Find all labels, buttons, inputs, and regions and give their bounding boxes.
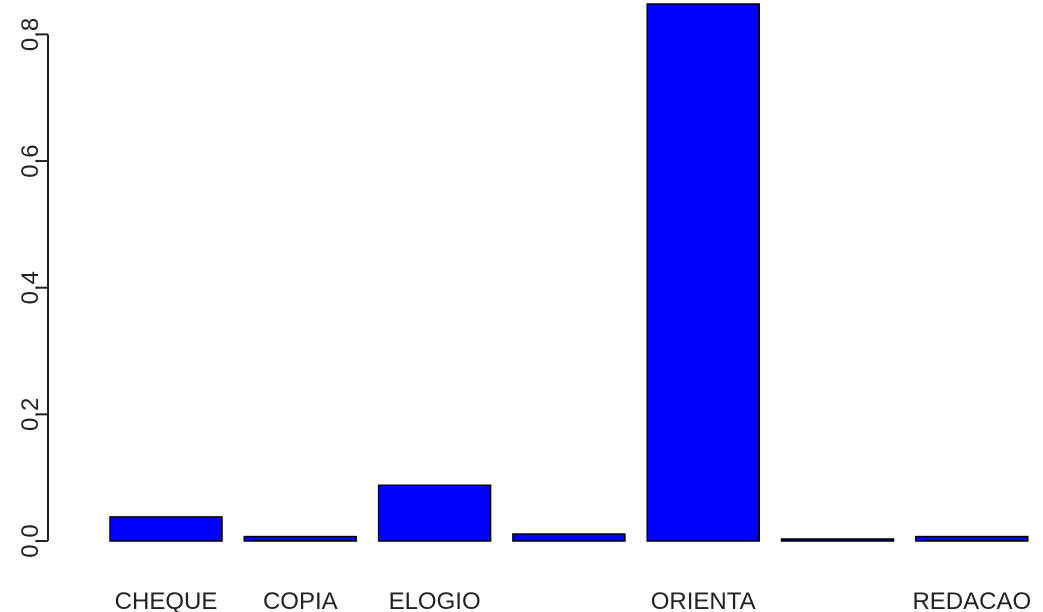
bar — [646, 3, 760, 542]
y-tick-label: 0.8 — [17, 18, 44, 51]
bar — [780, 538, 895, 542]
bar — [512, 533, 626, 542]
bar — [243, 535, 358, 542]
x-axis-labels: CHEQUE COPIA ELOGIO ORIENTA REDACAO — [115, 588, 1031, 612]
bar — [377, 484, 492, 542]
bars — [109, 3, 1029, 542]
x-category-label: ELOGIO — [389, 588, 481, 612]
bar — [109, 516, 223, 542]
y-tick-label: 0.0 — [17, 524, 44, 557]
y-tick-label: 0.4 — [17, 271, 44, 304]
x-category-label: REDACAO — [912, 588, 1031, 612]
x-category-label: ORIENTA — [651, 588, 756, 612]
bar — [915, 535, 1029, 542]
y-tick-label: 0.6 — [17, 144, 44, 177]
x-category-label: CHEQUE — [115, 588, 218, 612]
y-axis: 0.0 0.2 0.4 0.6 0.8 — [17, 18, 49, 558]
y-tick-label: 0.2 — [17, 398, 44, 431]
x-category-label: COPIA — [263, 588, 338, 612]
